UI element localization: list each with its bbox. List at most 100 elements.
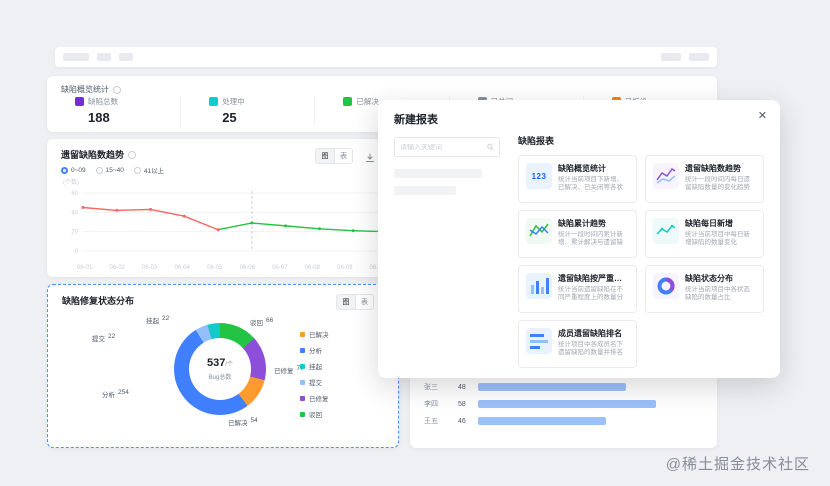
donut-label: 驳回 66 — [250, 317, 274, 327]
report-card-trend[interactable]: 遗留缺陷数趋势 统计一段时间内每日遗留缺陷数量的变化趋势 — [645, 155, 764, 203]
chart-view-button[interactable]: 图 — [337, 295, 355, 309]
toolbar-placeholder — [661, 53, 681, 61]
status-distribution-card[interactable]: 缺陷修复状态分布 图 表 537/个 Bug总数 挂起 22 提交 22 驳回 66 … — [47, 284, 399, 448]
legend-item[interactable]: 分析 — [300, 345, 329, 355]
x-axis-label: 06-07 — [272, 265, 288, 271]
ranking-rows: 张三 48 李四 58 王五 46 — [424, 382, 701, 433]
stat-resolved: 已解决 — [314, 96, 448, 126]
legend-item[interactable]: 已修复 — [300, 393, 329, 403]
top-toolbar — [55, 47, 717, 67]
chart-table-toggle: 图 表 — [315, 148, 353, 164]
numbers-123-icon: 123 — [526, 163, 552, 189]
search-box[interactable] — [394, 137, 500, 157]
toolbar-placeholder — [97, 53, 111, 61]
legend-item[interactable]: 已解决 — [300, 329, 329, 339]
svg-text:40: 40 — [71, 210, 78, 216]
ranking-bars-icon — [526, 328, 552, 354]
x-axis-label: 06-04 — [174, 265, 190, 271]
member-value: 58 — [458, 400, 466, 408]
modal-sidebar — [394, 137, 500, 195]
stat-icon — [343, 97, 353, 106]
search-icon — [487, 143, 494, 150]
donut-legend: 已解决 分析 挂起 提交 已修复 驳回 — [300, 329, 329, 419]
ranking-bar — [478, 383, 626, 391]
ranking-bar — [478, 400, 656, 408]
x-axis-label: 06-10 — [370, 265, 385, 271]
table-view-button[interactable]: 表 — [355, 295, 373, 309]
watermark: @稀土掘金技术社区 — [665, 456, 810, 473]
radio-icon — [133, 166, 141, 174]
info-icon[interactable] — [128, 150, 137, 159]
toolbar-placeholder — [63, 53, 89, 61]
modal-title: 新建报表 — [394, 114, 438, 126]
info-icon[interactable] — [113, 85, 121, 94]
svg-text:60: 60 — [71, 191, 78, 197]
member-name: 张三 — [424, 384, 438, 391]
member-name: 李四 — [424, 401, 438, 408]
overview-title: 缺陷概览统计 — [61, 85, 109, 94]
x-axis-label: 06-02 — [109, 265, 125, 271]
status-donut-chart: 537/个 Bug总数 — [174, 323, 266, 415]
legend-dot-icon — [300, 347, 305, 353]
legend-dot-icon — [300, 363, 305, 369]
sidebar-item-placeholder — [394, 186, 456, 195]
report-card-daily-new[interactable]: 缺陷每日新增 统计当前项目中每日新增缺陷的数量变化 — [645, 210, 764, 258]
stat-value: 188 — [88, 110, 110, 125]
x-axis-labels: 06-01 06-02 06-03 06-04 06-05 06-06 06-0… — [77, 265, 385, 271]
filter-option[interactable]: 41以上 — [133, 165, 164, 175]
ranking-row: 张三 48 — [424, 382, 701, 392]
table-view-button[interactable]: 表 — [334, 149, 352, 163]
stat-in-progress: 处理中 25 — [180, 96, 314, 126]
trend-filters: 0~09 15~40 41以上 — [61, 165, 164, 175]
donut-label: 已解决 54 — [228, 417, 258, 427]
legend-dot-icon — [300, 411, 305, 417]
filter-option[interactable]: 0~09 — [61, 165, 86, 175]
radio-icon — [95, 166, 103, 174]
sidebar-item-placeholder — [394, 169, 482, 178]
legend-item[interactable]: 提交 — [300, 377, 329, 387]
stat-value: 25 — [222, 110, 237, 125]
donut-label: 已修复 77 — [274, 365, 304, 375]
report-section-title: 缺陷报表 — [518, 136, 555, 146]
ranking-row: 李四 58 — [424, 399, 701, 409]
stat-icon — [209, 97, 219, 106]
y-axis-unit: (个数) — [63, 180, 79, 186]
donut-label: 提交 22 — [92, 333, 116, 343]
chart-table-toggle: 图 表 — [336, 294, 374, 310]
search-input[interactable] — [400, 143, 484, 151]
download-icon[interactable] — [365, 150, 375, 168]
bar-chart-icon — [526, 273, 552, 299]
x-axis-label: 06-05 — [207, 265, 223, 271]
legend-dot-icon — [300, 395, 305, 401]
chart-view-button[interactable]: 图 — [316, 149, 334, 163]
svg-text:0: 0 — [75, 249, 79, 255]
ranking-bar — [478, 417, 606, 425]
trend-card: 遗留缺陷数趋势 0~09 15~40 41以上 图 表 (个数) 0 20 40 60… — [47, 139, 399, 277]
x-axis-label: 06-08 — [304, 265, 320, 271]
legend-item[interactable]: 挂起 — [300, 361, 329, 371]
trend-title: 遗留缺陷数趋势 — [61, 150, 125, 160]
line-chart-icon — [653, 163, 679, 189]
status-dist-title: 缺陷修复状态分布 — [62, 296, 135, 306]
member-name: 王五 — [424, 418, 438, 425]
x-axis-label: 06-09 — [337, 265, 353, 271]
filter-option[interactable]: 15~40 — [95, 165, 124, 175]
report-card-severity[interactable]: 遗留缺陷按严重程度分布统计当前遗留缺陷在不同严重程度上的数量分布 — [518, 265, 637, 313]
stat-icon — [75, 97, 84, 106]
donut-center: 537/个 Bug总数 — [189, 338, 251, 400]
report-card-member-ranking[interactable]: 成员遗留缺陷排名 统计项目中各成员名下遗留缺陷的数量并排名 — [518, 320, 637, 368]
donut-label: 挂起 22 — [146, 315, 170, 325]
trend-line-chart: 0 20 40 60 — [71, 191, 389, 255]
x-axis-label: 06-06 — [239, 265, 255, 271]
member-value: 46 — [458, 417, 466, 425]
new-report-modal: 新建报表 ✕ 缺陷报表 123 缺陷概览统计统计当前项目下新增、已解决、已关闭等… — [378, 100, 780, 378]
legend-item[interactable]: 驳回 — [300, 409, 329, 419]
member-value: 48 — [458, 383, 466, 391]
report-card-status[interactable]: 缺陷状态分布 统计当前项目中各状态缺陷的数量占比 — [645, 265, 764, 313]
close-icon[interactable]: ✕ — [757, 110, 767, 122]
daily-line-chart-icon — [653, 218, 679, 244]
donut-label: 分析 254 — [102, 389, 129, 399]
